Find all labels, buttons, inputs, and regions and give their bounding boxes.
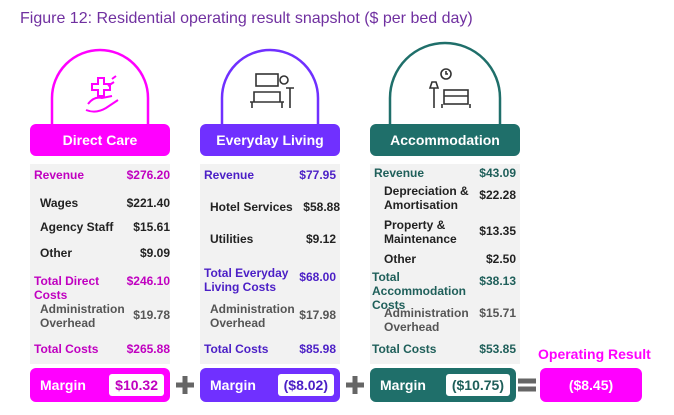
accommodation-total-costs-row: Total Accommodation Costs $38.13 (372, 270, 516, 312)
direct-care-wages-row: Wages $221.40 (40, 196, 170, 210)
armchair-room-icon (250, 73, 294, 108)
direct-care-margin-label: Margin (40, 377, 86, 393)
bed-lamp-clock-icon (428, 68, 471, 108)
direct-care-total-costs-row: Total Costs $265.88 (34, 342, 170, 356)
accommodation-margin: Margin ($10.75) (370, 368, 516, 402)
direct-care-title: Direct Care (62, 132, 138, 148)
direct-care-panel: Revenue $276.20 Wages $221.40 Agency Sta… (30, 164, 170, 364)
figure-title: Figure 12: Residential operating result … (20, 10, 473, 27)
everyday-living-utilities-row: Utilities $9.12 (210, 232, 336, 246)
everyday-living-header: Everyday Living (200, 124, 340, 156)
equals-operator (514, 368, 540, 402)
direct-care-agency-staff-row: Agency Staff $15.61 (40, 220, 170, 234)
accommodation-property-row: Property & Maintenance $13.35 (384, 218, 516, 246)
plus-operator-2 (340, 368, 370, 402)
operating-result-box: ($8.45) (540, 368, 642, 402)
accommodation-header: Accommodation (370, 124, 520, 156)
accommodation-title: Accommodation (390, 132, 500, 148)
everyday-living-admin-overhead-row: Administration Overhead $17.98 (210, 302, 336, 330)
direct-care-margin: Margin $10.32 (30, 368, 170, 402)
direct-care-revenue-row: Revenue $276.20 (34, 168, 170, 182)
plus-operator-1 (170, 368, 200, 402)
accommodation-depreciation-row: Depreciation & Amortisation $22.28 (384, 184, 516, 212)
everyday-living-hotel-services-row: Hotel Services $58.88 (210, 200, 340, 214)
everyday-living-total-costs-row: Total Everyday Living Costs $68.00 (204, 266, 336, 294)
accommodation-revenue-row: Revenue $43.09 (374, 166, 516, 180)
accommodation-admin-overhead-row: Administration Overhead $15.71 (384, 306, 516, 334)
accommodation-margin-value: ($10.75) (445, 374, 510, 396)
accommodation-other-row: Other $2.50 (384, 252, 516, 266)
direct-care-arch (50, 48, 150, 126)
everyday-living-panel: Revenue $77.95 Hotel Services $58.88 Uti… (200, 164, 340, 364)
accommodation-arch (388, 41, 502, 126)
direct-care-other-row: Other $9.09 (40, 246, 170, 260)
everyday-living-margin-label: Margin (210, 377, 256, 393)
hands-medical-cross-icon (85, 75, 119, 113)
direct-care-total-direct-costs-row: Total Direct Costs $246.10 (34, 274, 170, 302)
everyday-living-margin: Margin ($8.02) (200, 368, 340, 402)
direct-care-margin-value: $10.32 (109, 374, 164, 396)
accommodation-margin-label: Margin (380, 377, 426, 393)
direct-care-admin-overhead-row: Administration Overhead $19.78 (40, 302, 170, 330)
everyday-living-arch (220, 48, 320, 126)
everyday-living-title: Everyday Living (216, 132, 324, 148)
accommodation-panel: Revenue $43.09 Depreciation & Amortisati… (370, 164, 520, 364)
operating-result-label: Operating Result (538, 346, 651, 362)
everyday-living-margin-value: ($8.02) (277, 374, 334, 396)
operating-result-value: ($8.45) (568, 377, 614, 393)
accommodation-total-costs-final-row: Total Costs $53.85 (372, 342, 516, 356)
everyday-living-revenue-row: Revenue $77.95 (204, 168, 336, 182)
direct-care-header: Direct Care (30, 124, 170, 156)
everyday-living-total-costs-final-row: Total Costs $85.98 (204, 342, 336, 356)
